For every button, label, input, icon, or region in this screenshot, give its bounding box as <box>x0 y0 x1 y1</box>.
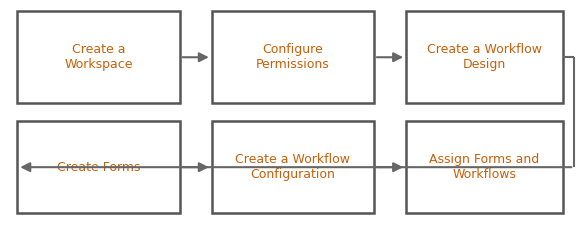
Text: Create Forms: Create Forms <box>57 161 140 174</box>
Text: Create a Workflow
Design: Create a Workflow Design <box>427 43 542 71</box>
Bar <box>406 11 563 103</box>
Text: Create a
Workspace: Create a Workspace <box>64 43 133 71</box>
Bar <box>17 121 180 213</box>
Text: Assign Forms and
Workflows: Assign Forms and Workflows <box>429 153 539 181</box>
Bar <box>212 11 374 103</box>
Bar <box>17 11 180 103</box>
Bar <box>406 121 563 213</box>
Text: Configure
Permissions: Configure Permissions <box>256 43 330 71</box>
Bar <box>212 121 374 213</box>
Text: Create a Workflow
Configuration: Create a Workflow Configuration <box>235 153 350 181</box>
